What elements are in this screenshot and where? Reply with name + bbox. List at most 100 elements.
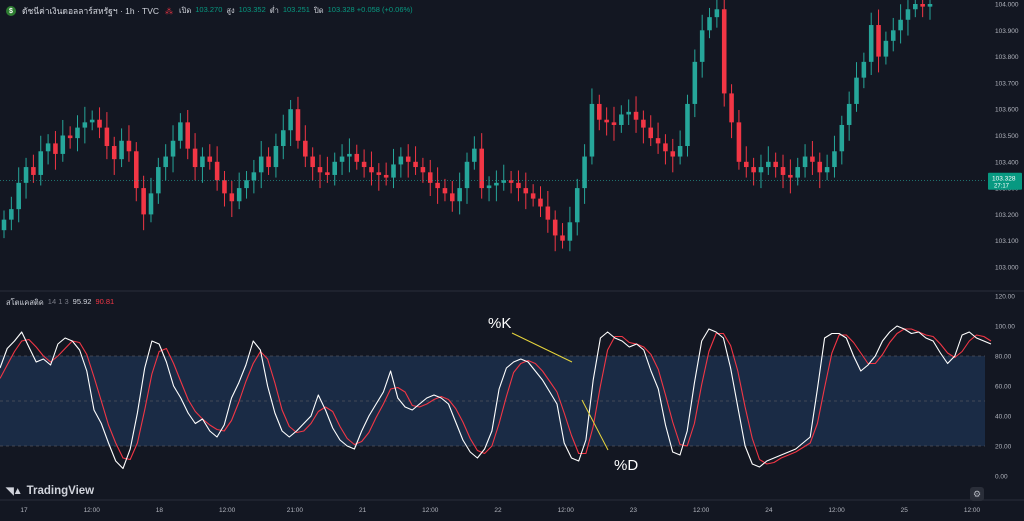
time-tick-label: 21: [359, 507, 367, 514]
candle-body: [229, 193, 235, 202]
candle-body: [427, 172, 433, 183]
candle-body: [868, 25, 874, 62]
candle-body: [442, 188, 448, 194]
candle-body: [597, 103, 602, 120]
candle-body: [832, 151, 837, 168]
candle-body: [347, 153, 352, 157]
candle-body: [332, 161, 337, 175]
candle-body: [148, 193, 154, 215]
time-axis[interactable]: 17 12:00 18 12:00 21:00 21 12:00 22 12:00 23 12:00…: [20, 507, 980, 514]
time-tick-label: 18: [156, 507, 164, 514]
candle-body: [890, 30, 896, 41]
candle-body: [538, 198, 543, 207]
candle-body: [677, 146, 683, 157]
candle-body: [743, 161, 749, 168]
candle-body: [898, 19, 903, 31]
low-value: 103.251: [282, 5, 310, 14]
candle-body: [413, 161, 418, 168]
stochastic-tick-label: 20.00: [995, 444, 1012, 451]
candle-body: [795, 167, 800, 178]
price-tick-label: 103.700: [995, 80, 1019, 87]
candle-body: [119, 140, 124, 160]
annotations: %K %D: [488, 315, 638, 474]
candle-body: [75, 127, 80, 139]
candle-body: [16, 182, 21, 210]
tradingview-logo[interactable]: ◥▲ TradingView: [6, 485, 94, 497]
candle-body: [325, 172, 330, 175]
candle-body: [626, 111, 631, 115]
chart-header: $ ดัชนีค่าเงินดอลลาร์สหรัฐฯ · 1h · TVC ⁂…: [6, 4, 413, 18]
candle-body: [214, 161, 220, 181]
price-tick-label: 103.000: [995, 265, 1019, 272]
candle-body: [707, 17, 712, 31]
price-tick-label: 103.600: [995, 107, 1019, 114]
candle-body: [472, 148, 477, 162]
price-axis[interactable]: 104.000 103.900 103.800 103.700 103.600 103.5…: [995, 2, 1019, 272]
candle-body: [280, 130, 286, 147]
candle-body: [545, 206, 551, 220]
candle-body: [273, 146, 279, 168]
candle-body: [582, 156, 587, 189]
candle-body: [920, 4, 925, 7]
price-tick-label: 103.500: [995, 133, 1019, 140]
chart-settings-button[interactable]: ⚙: [970, 487, 984, 501]
candle-body: [391, 164, 396, 178]
candle-body: [876, 25, 881, 57]
candle-body: [236, 188, 242, 202]
stochastic-header[interactable]: สโตแคสติค 14 1 3 95.92 90.81: [6, 297, 114, 309]
candle-body: [699, 30, 705, 62]
candle-body: [780, 167, 786, 175]
candle-body: [405, 156, 411, 162]
candle-body: [751, 167, 756, 173]
candle-body: [45, 143, 51, 152]
candle-body: [552, 219, 558, 236]
candle-body: [817, 161, 823, 173]
candle-body: [589, 103, 595, 157]
time-tick-label: 17: [20, 507, 28, 514]
candle-body: [861, 61, 867, 78]
candle-body: [766, 161, 771, 168]
candle-body: [317, 167, 323, 173]
candle-body: [508, 180, 514, 183]
last-price-label: 103.328 27:17: [988, 172, 1022, 190]
candle-body: [574, 188, 580, 223]
candle-body: [846, 103, 852, 125]
high-label: สูง: [226, 6, 235, 15]
price-tick-label: 103.400: [995, 159, 1019, 166]
candle-body: [619, 114, 624, 125]
stochastic-k-value: 95.92: [72, 297, 92, 306]
stochastic-tick-label: 100.00: [995, 324, 1015, 331]
candle-body: [295, 109, 301, 141]
candle-body: [310, 156, 315, 168]
candle-body: [156, 167, 161, 194]
time-tick-label: 12:00: [84, 507, 101, 514]
candle-body: [376, 172, 382, 175]
ohlc-values: เปิด 103.270 สูง 103.352 ต่ำ 103.251 ปิด 103…: [179, 5, 413, 17]
candle-body: [729, 93, 734, 123]
time-tick-label: 25: [901, 507, 909, 514]
candle-body: [383, 174, 389, 178]
time-tick-label: 12:00: [219, 507, 236, 514]
symbol-title[interactable]: ดัชนีค่าเงินดอลลาร์สหรัฐฯ · 1h · TVC: [22, 6, 160, 16]
d-annotation-pointer: [581, 399, 609, 451]
candle-body: [567, 222, 573, 241]
last-price-countdown: 27:17: [994, 184, 1010, 190]
tradingview-logo-text: TradingView: [26, 485, 95, 497]
market-status-icon[interactable]: ⁂: [165, 6, 174, 16]
high-value: 103.352: [238, 5, 266, 14]
stochastic-lines: [0, 325, 992, 470]
candle-body: [604, 119, 609, 123]
stochastic-axis[interactable]: 120.00 100.00 80.00 60.00 40.00 20.00 0.00: [995, 294, 1015, 481]
price-tick-label: 103.900: [995, 28, 1019, 35]
candle-body: [1, 219, 7, 231]
stochastic-tick-label: 120.00: [995, 294, 1015, 301]
low-label: ต่ำ: [269, 6, 279, 15]
candle-body: [178, 122, 183, 141]
candle-body: [126, 140, 132, 152]
time-tick-label: 12:00: [558, 507, 575, 514]
dollar-symbol-icon[interactable]: $: [6, 6, 16, 16]
candle-body: [170, 140, 176, 157]
candle-body: [141, 188, 146, 215]
candle-body: [163, 156, 168, 168]
